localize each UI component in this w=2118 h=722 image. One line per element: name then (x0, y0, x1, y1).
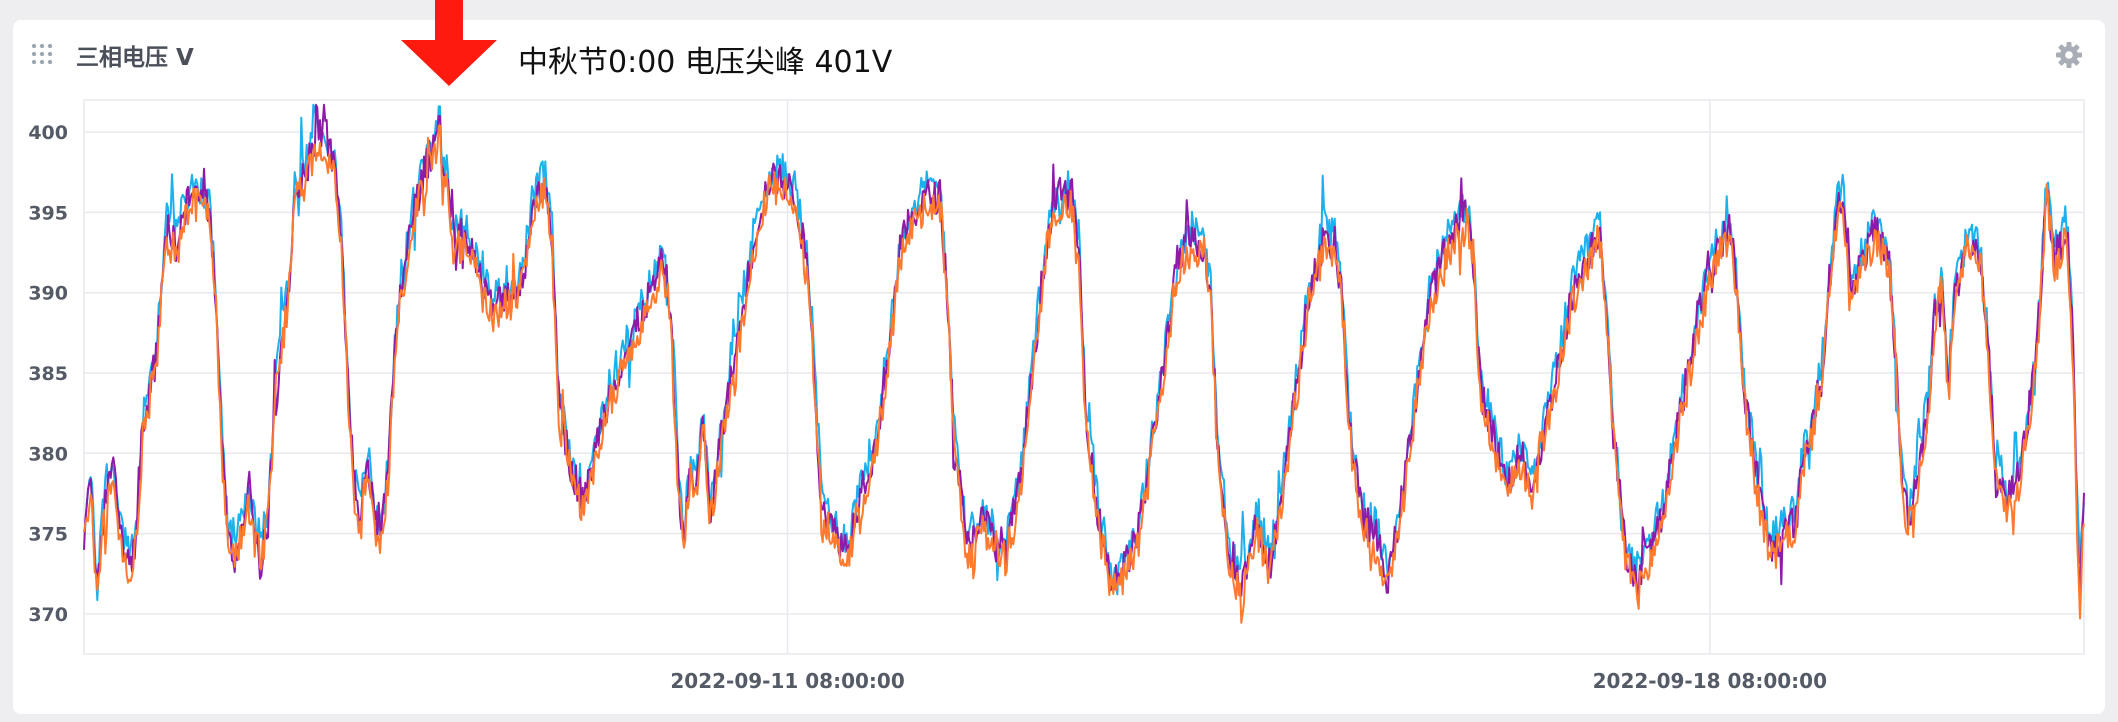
y-tick-label: 375 (28, 524, 68, 546)
drag-handle-icon[interactable] (31, 43, 53, 65)
plot-frame (83, 99, 2085, 655)
x-tick-label: 2022-09-18 08:00:00 (1593, 669, 1827, 693)
y-tick-label: 385 (28, 363, 68, 385)
y-tick-label: 370 (28, 604, 68, 626)
y-tick-label: 395 (28, 202, 68, 224)
panel-title: 三相电压 V (76, 45, 194, 71)
gear-icon[interactable] (2054, 40, 2084, 70)
y-tick-label: 380 (28, 443, 68, 465)
x-tick-label: 2022-09-11 08:00:00 (670, 669, 904, 693)
y-tick-label: 390 (28, 283, 68, 305)
peak-annotation: 中秋节0:00 电压尖峰 401V (518, 45, 893, 80)
voltage-series-line (83, 124, 2085, 624)
y-tick-label: 400 (28, 122, 68, 144)
chart-panel (13, 20, 2105, 714)
down-arrow-icon (401, 0, 497, 86)
voltage-series-line (83, 103, 2085, 614)
